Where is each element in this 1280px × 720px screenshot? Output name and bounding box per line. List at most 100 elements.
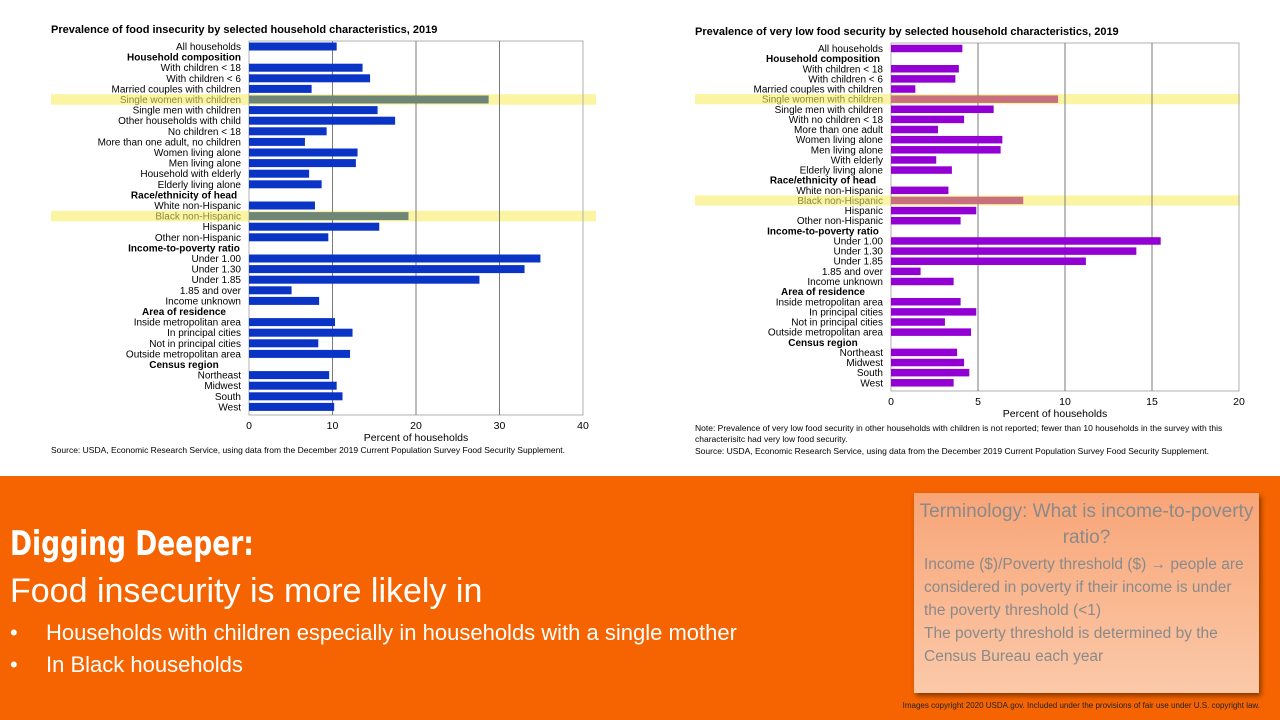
- bar: [891, 257, 1086, 265]
- bar: [249, 275, 480, 284]
- category-label: West: [860, 378, 883, 389]
- category-label: More than one adult, no children: [98, 137, 241, 148]
- category-label: All households: [176, 42, 241, 53]
- bar: [891, 166, 952, 174]
- bar: [891, 105, 994, 114]
- x-tick-label: 40: [577, 420, 589, 432]
- category-label: 1.85 and over: [180, 286, 242, 297]
- bar: [249, 201, 315, 210]
- category-label: In principal cities: [167, 328, 241, 339]
- bar: [891, 206, 977, 215]
- category-label: White non-Hispanic: [154, 201, 241, 212]
- category-label: Single women with children: [762, 95, 883, 106]
- x-tick-label: 5: [975, 396, 981, 408]
- bar: [891, 358, 965, 367]
- category-label: Outside metropolitan area: [126, 349, 242, 360]
- category-label: Midwest: [846, 358, 883, 369]
- bar: [249, 127, 327, 136]
- x-tick-label: 10: [327, 420, 339, 432]
- group-header-label: Race/ethnicity of head: [770, 176, 876, 187]
- bar: [249, 212, 409, 221]
- bar: [249, 349, 351, 358]
- category-label: Under 1.00: [192, 254, 242, 265]
- terminology-title: Terminology: What is income-to-poverty r…: [919, 501, 1254, 548]
- bar: [249, 371, 330, 380]
- group-header-label: Income-to-poverty ratio: [128, 243, 240, 254]
- bullet-item: • Households with children especially in …: [10, 620, 737, 646]
- food-insecurity-chart: Prevalence of food insecurity by selecte…: [0, 0, 640, 476]
- bar: [891, 44, 963, 53]
- chart-title: Prevalence of food insecurity by selecte…: [51, 24, 438, 36]
- bar: [891, 216, 961, 225]
- bar: [249, 74, 371, 83]
- group-header-label: Census region: [149, 360, 218, 371]
- category-label: Men living alone: [169, 159, 242, 170]
- bar: [249, 339, 319, 348]
- x-tick-label: 30: [494, 420, 506, 432]
- x-tick-label: 10: [1059, 396, 1071, 408]
- terminology-box: Terminology: What is income-to-poverty r…: [914, 493, 1259, 693]
- bar: [891, 308, 977, 316]
- chart-title: Prevalence of very low food security by …: [695, 26, 1119, 38]
- category-label: Midwest: [204, 381, 241, 392]
- category-label: Other households with child: [118, 116, 241, 127]
- bar: [249, 381, 337, 390]
- x-axis-label: Percent of households: [364, 432, 469, 444]
- category-label: Not in principal cities: [149, 339, 241, 350]
- bullet-text: Households with children especially in h…: [46, 620, 737, 645]
- bar: [249, 63, 363, 72]
- bar: [891, 348, 958, 357]
- bar: [249, 254, 541, 263]
- bar: [891, 318, 945, 326]
- category-label: Married couples with children: [753, 85, 883, 96]
- x-tick-label: 15: [1146, 396, 1158, 408]
- bar: [249, 296, 320, 305]
- group-header-label: Income-to-poverty ratio: [767, 226, 879, 237]
- bar: [891, 237, 1161, 245]
- bar: [891, 146, 1001, 154]
- category-label: Other non-Hispanic: [155, 233, 241, 244]
- x-tick-label: 20: [410, 420, 422, 432]
- bar: [249, 106, 378, 115]
- bar: [249, 137, 305, 146]
- copyright-notice: Images copyright 2020 USDA.gov. Included…: [902, 701, 1260, 710]
- category-label: With no children < 18: [789, 115, 884, 126]
- very-low-food-security-chart: Prevalence of very low food security by …: [640, 0, 1280, 476]
- category-label: Men living alone: [811, 145, 884, 156]
- category-label: South: [215, 392, 241, 403]
- bar: [249, 95, 489, 104]
- bar: [891, 277, 954, 286]
- terminology-definition: Income ($)/Poverty threshold ($) → peopl…: [924, 556, 1244, 619]
- chart-note: Note: Prevalence of very low food securi…: [695, 423, 1223, 444]
- bar: [891, 196, 1024, 205]
- category-label: Single men with children: [775, 105, 883, 116]
- bar: [249, 392, 343, 401]
- bar: [891, 186, 949, 195]
- bullet-icon: •: [10, 620, 18, 645]
- x-tick-label: 20: [1233, 396, 1245, 408]
- category-label: More than one adult: [794, 125, 883, 136]
- bar: [891, 115, 965, 124]
- category-label: In principal cities: [809, 307, 883, 318]
- group-header-label: Household composition: [127, 53, 241, 64]
- category-label: With children < 6: [808, 74, 883, 85]
- bar: [249, 222, 380, 231]
- bar: [891, 156, 937, 164]
- bar: [249, 233, 329, 242]
- bullet-text: In Black households: [46, 652, 243, 677]
- terminology-threshold: The poverty threshold is determined by t…: [924, 625, 1218, 665]
- category-label: Black non-Hispanic: [155, 212, 241, 223]
- category-label: Elderly living alone: [800, 166, 884, 177]
- group-header-label: Census region: [788, 338, 857, 349]
- bar: [891, 95, 1059, 103]
- bar: [891, 65, 959, 73]
- category-label: Married couples with children: [111, 84, 241, 95]
- bar: [891, 328, 972, 336]
- x-tick-label: 0: [888, 396, 894, 408]
- bullet-icon: •: [10, 652, 18, 677]
- category-label: Inside metropolitan area: [776, 297, 884, 308]
- bar: [249, 402, 335, 411]
- group-header-label: Area of residence: [142, 307, 226, 318]
